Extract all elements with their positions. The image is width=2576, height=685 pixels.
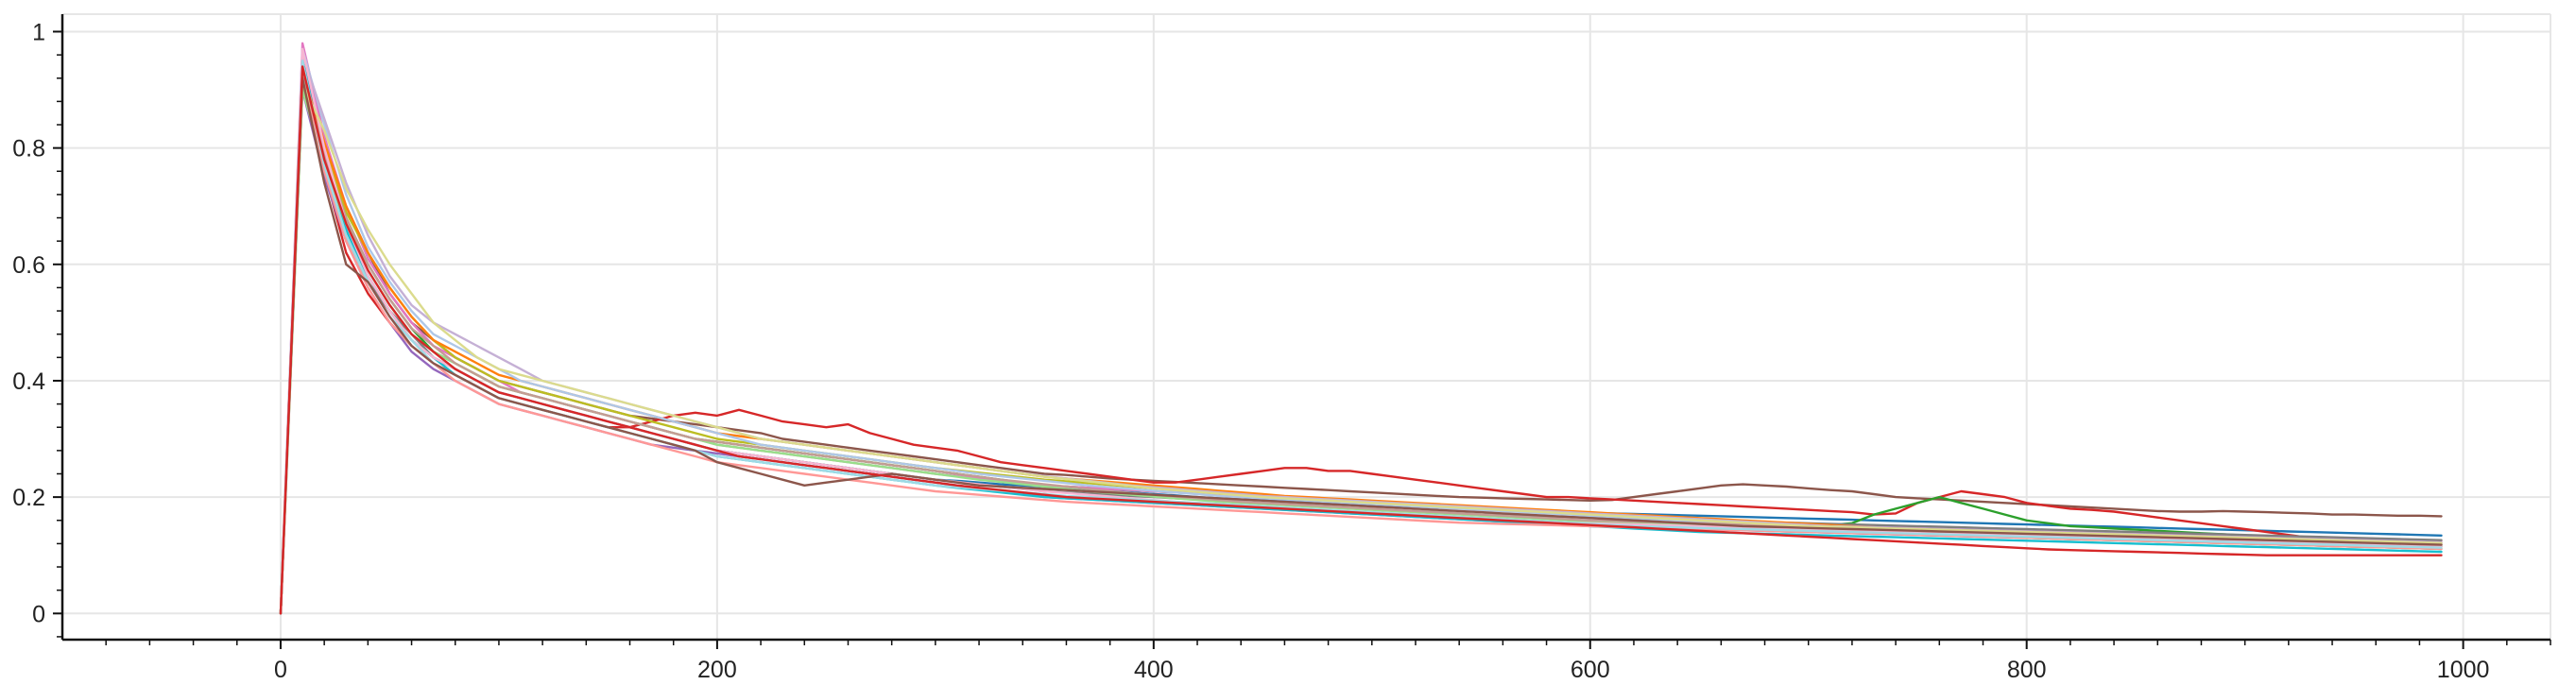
y-tick-label: 0.8 [12, 136, 45, 163]
series-line [279, 82, 2443, 615]
series-group [279, 42, 2443, 615]
series-line [279, 65, 2443, 615]
x-tick-label: 200 [697, 657, 737, 680]
y-tick-label: 0.6 [12, 252, 45, 279]
x-tick-label: 400 [1134, 657, 1174, 680]
y-tick-label: 1 [32, 19, 45, 45]
series-line [279, 77, 2443, 615]
y-tick-label: 0 [32, 601, 45, 627]
x-tick-label: 0 [274, 657, 287, 680]
series-line [279, 71, 2443, 615]
y-tick-label: 0.2 [12, 485, 45, 511]
x-tick-label: 600 [1571, 657, 1610, 680]
y-tick-label: 0.4 [12, 368, 45, 395]
series-line [279, 65, 2443, 615]
axes: 0 200 400 600 800 1000 0 0.2 0.4 0.6 0.8 1 [12, 14, 2551, 683]
x-tick-label: 800 [2007, 657, 2047, 680]
x-tick-label: 1000 [2437, 657, 2490, 680]
